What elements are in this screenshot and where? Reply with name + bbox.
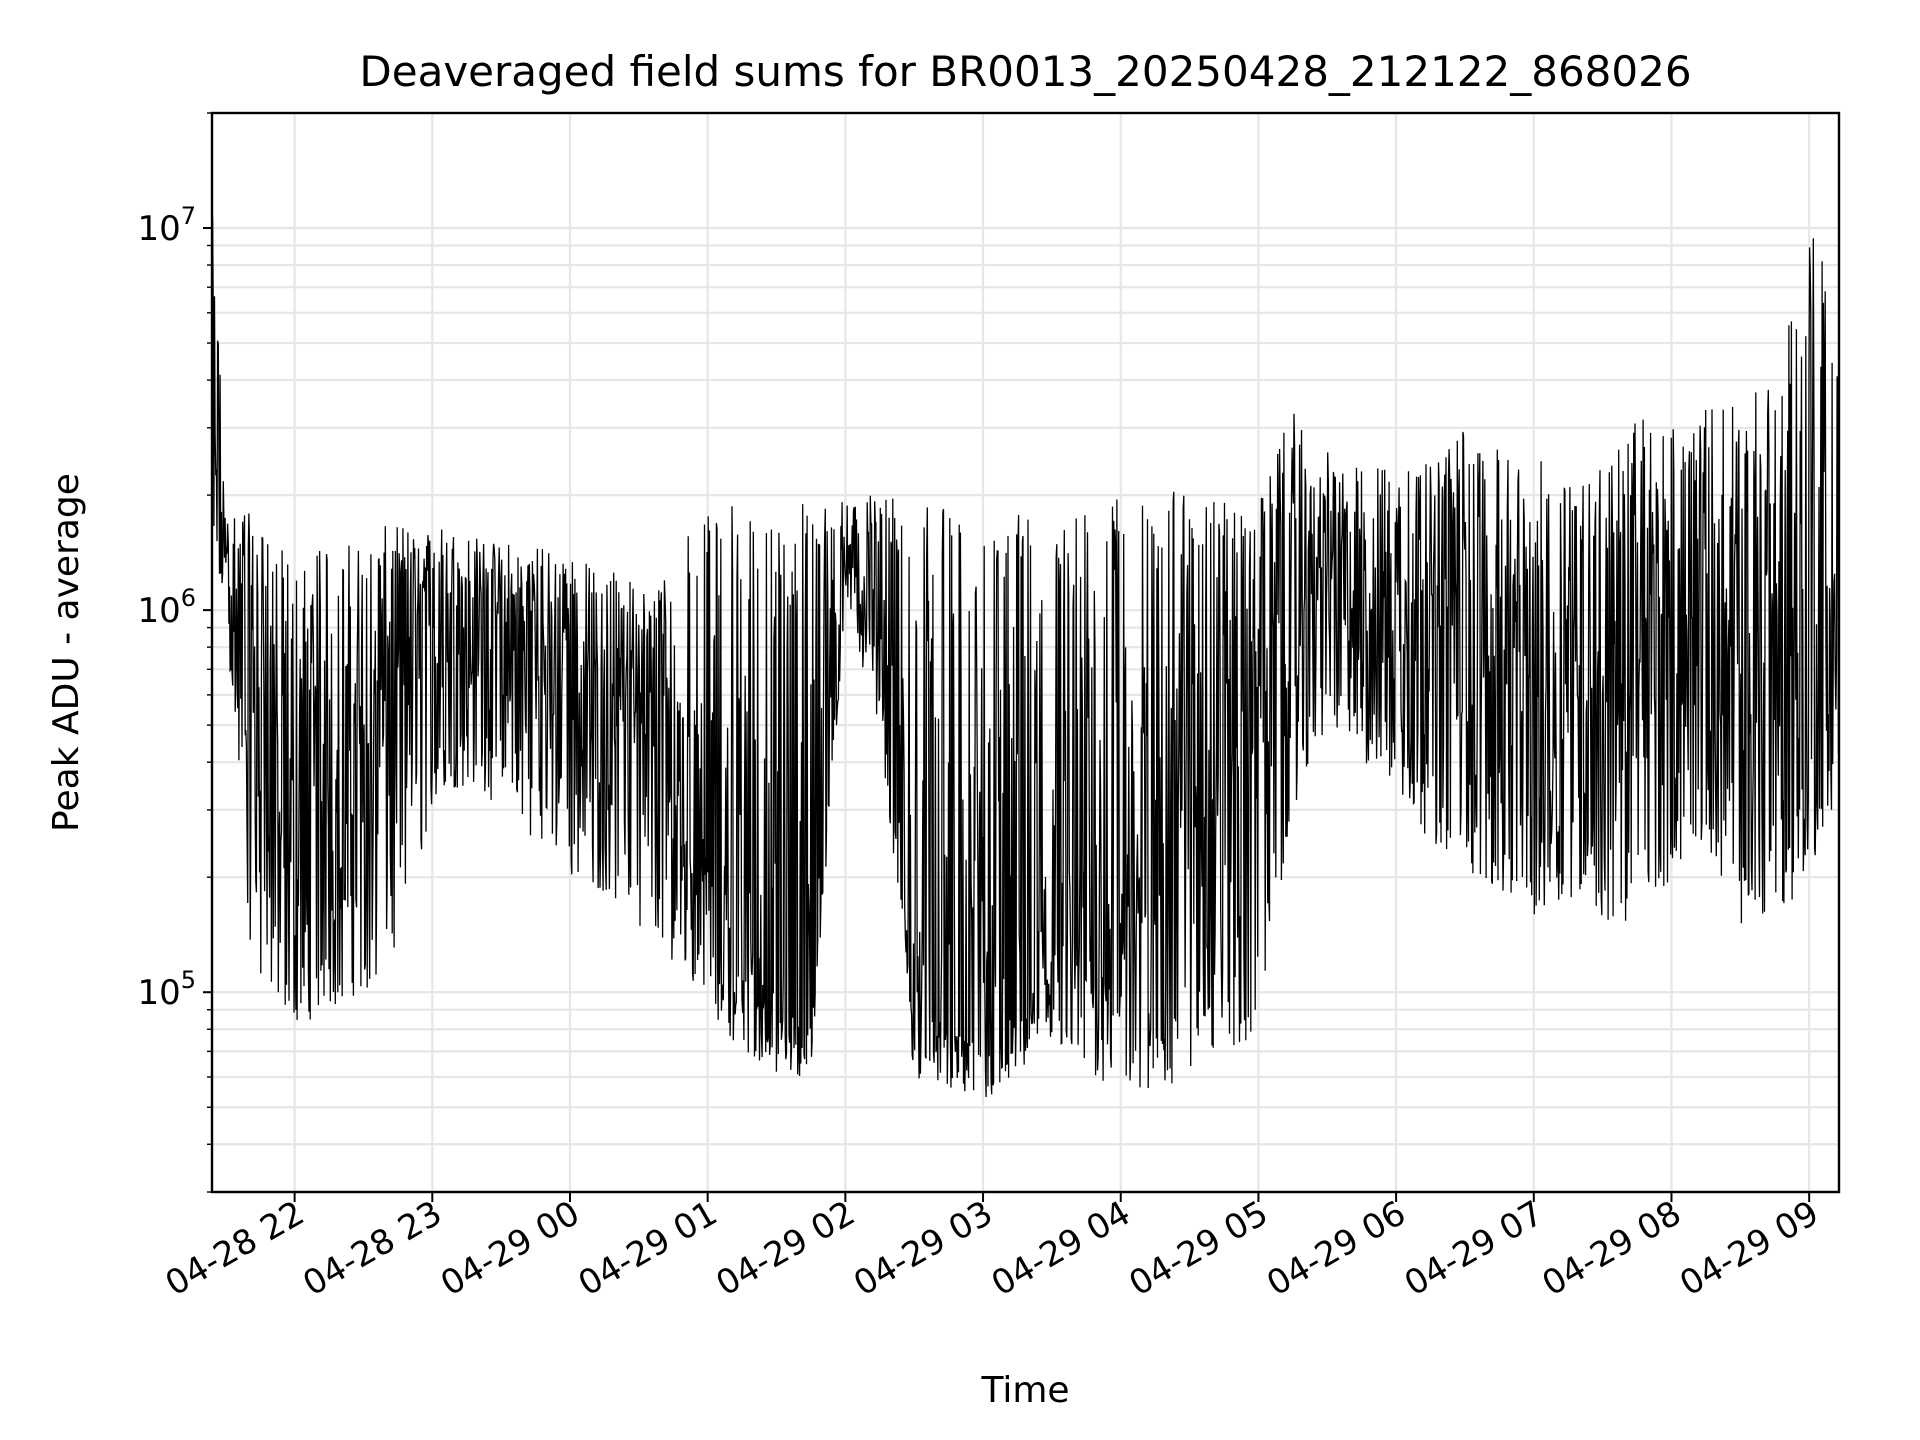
- y-tick-mantissa: 10: [137, 591, 180, 631]
- series-line: [212, 217, 1839, 1098]
- y-tick-exponent: 5: [181, 966, 196, 994]
- plot-frame: [210, 111, 1841, 1194]
- plot-area: [212, 217, 1839, 1098]
- y-axis-label: Peak ADU - average: [46, 473, 87, 832]
- y-tick-exponent: 6: [181, 584, 196, 612]
- chart-title: Deaveraged field sums for BR0013_2025042…: [359, 47, 1691, 96]
- x-axis-label: Time: [980, 1370, 1069, 1411]
- y-tick-mantissa: 10: [137, 209, 180, 249]
- series-trace: [212, 217, 1839, 1098]
- y-tick-label: 106: [137, 584, 196, 631]
- y-tick-exponent: 7: [181, 202, 196, 230]
- y-tick-mantissa: 10: [137, 973, 180, 1013]
- y-tick-label: 105: [137, 966, 196, 1013]
- y-tick-label: 107: [137, 202, 196, 249]
